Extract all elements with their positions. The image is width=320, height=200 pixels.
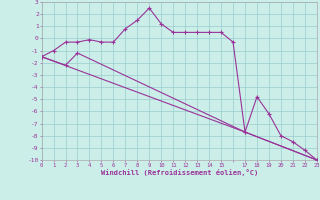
X-axis label: Windchill (Refroidissement éolien,°C): Windchill (Refroidissement éolien,°C) — [100, 169, 258, 176]
